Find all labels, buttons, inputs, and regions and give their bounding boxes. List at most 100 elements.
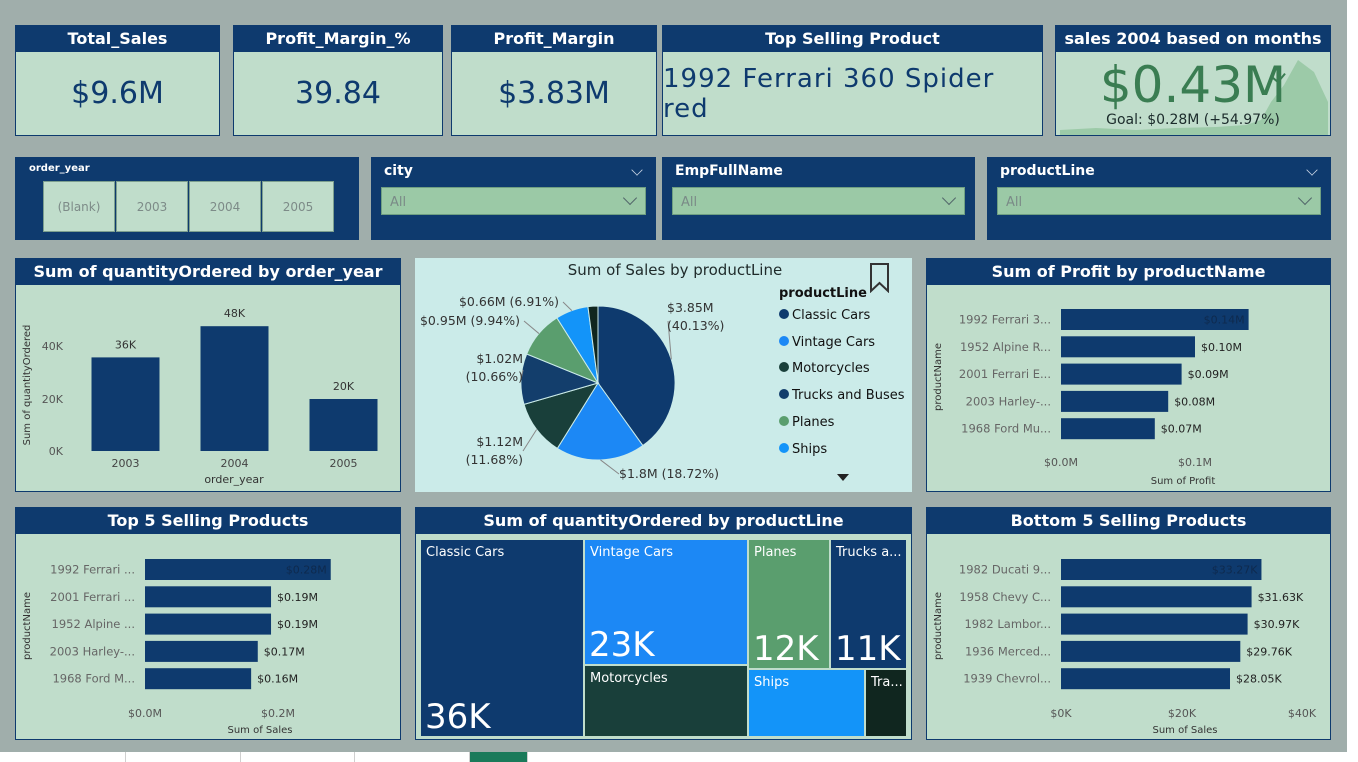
data-label: $0.09M: [1188, 368, 1229, 381]
leader-line: [667, 320, 672, 360]
tile-label: Tra...: [871, 675, 903, 690]
chart-title: Sum of quantityOrdered by productLine: [416, 508, 911, 534]
tile-value: 36K: [425, 697, 491, 736]
legend-item[interactable]: Classic Cars: [779, 308, 870, 323]
kpi-value: $3.83M: [498, 76, 610, 111]
bar: [1061, 336, 1195, 358]
data-label: $0.07M: [1161, 423, 1202, 436]
chart-bottom5-products[interactable]: Bottom 5 Selling Products productName $0…: [926, 507, 1331, 740]
kpi-title: Profit_Margin: [452, 26, 656, 52]
data-label: $30.97K: [1254, 618, 1300, 631]
chart-top5-products[interactable]: Top 5 Selling Products productName $0.0M…: [15, 507, 401, 740]
bar: [145, 640, 258, 662]
kpi-title: sales 2004 based on months: [1056, 26, 1330, 52]
legend-label: Planes: [792, 414, 835, 430]
page-tab-active[interactable]: [470, 752, 528, 762]
pie-slice: [556, 382, 644, 461]
data-label: $0.19M: [277, 618, 318, 631]
pie-label: $0.95M (9.94%): [420, 313, 520, 328]
kpi-top-selling-product[interactable]: Top Selling Product 1992 Ferrari 360 Spi…: [662, 25, 1043, 136]
x-tick: $0.2M: [261, 707, 295, 720]
year-option-2005[interactable]: 2005: [262, 181, 334, 232]
treemap-tile[interactable]: Motorcycles: [585, 666, 747, 736]
pie-label: $1.8M (18.72%): [619, 466, 719, 481]
chart-profit-by-product[interactable]: Sum of Profit by productName productName…: [926, 258, 1331, 492]
x-tick: $0K: [1050, 707, 1072, 720]
bottom5-bar-chart: productName $0K $20K $40K Sum of Sales 1…: [933, 559, 1317, 736]
pie-label: (40.13%): [667, 318, 724, 333]
y-tick: 40K: [42, 340, 64, 353]
x-tick: 2003: [112, 457, 140, 470]
legend-swatch: [779, 335, 789, 346]
treemap-tile[interactable]: Classic Cars 36K: [421, 540, 583, 736]
bar: [145, 586, 272, 608]
year-option-2004[interactable]: 2004: [189, 181, 261, 232]
bookmark-icon[interactable]: [869, 263, 891, 293]
tile-label: Vintage Cars: [590, 545, 674, 560]
data-label: $0.19M: [277, 591, 318, 604]
y-axis-label: Sum of quantityOrdered: [22, 325, 33, 446]
treemap-tile[interactable]: Ships: [749, 670, 864, 736]
slicer-title: EmpFullName: [675, 163, 783, 179]
tile-label: Planes: [754, 545, 797, 560]
kpi-total-sales[interactable]: Total_Sales $9.6M: [15, 25, 220, 136]
bar: [1061, 640, 1241, 662]
legend-swatch: [779, 362, 789, 373]
category-label: 1982 Ducati 9...: [959, 563, 1051, 577]
category-label: 1952 Alpine R...: [960, 340, 1051, 354]
legend-item[interactable]: Ships: [779, 442, 827, 457]
kpi-sales-2004[interactable]: sales 2004 based on months $0.43M Goal: …: [1055, 25, 1331, 136]
treemap-tile[interactable]: Trucks a... 11K: [831, 540, 906, 668]
x-tick: $0.1M: [1178, 456, 1212, 469]
legend-label: Vintage Cars: [792, 334, 876, 350]
treemap-tile[interactable]: Vintage Cars 23K: [585, 540, 747, 664]
legend-item[interactable]: Trucks and Buses: [779, 388, 905, 403]
data-label: $0.16M: [257, 673, 298, 686]
treemap-tile[interactable]: Tra...: [866, 670, 906, 736]
legend-item[interactable]: Motorcycles: [779, 361, 870, 376]
slicer-city: city All: [371, 157, 656, 240]
slicer-employee: EmpFullName All: [662, 157, 975, 240]
data-label: 20K: [333, 380, 355, 393]
chevron-down-icon: [622, 190, 638, 206]
product-line-dropdown[interactable]: All: [997, 187, 1321, 215]
city-dropdown[interactable]: All: [381, 187, 646, 215]
data-label: $33.27K: [1212, 564, 1258, 577]
legend-item[interactable]: Vintage Cars: [779, 335, 875, 350]
year-option-2003[interactable]: 2003: [116, 181, 188, 232]
page-tab[interactable]: [126, 752, 241, 762]
page-tab[interactable]: [241, 752, 355, 762]
pie-label: (10.66%): [466, 369, 523, 384]
slicer-order-year: order_year (Blank) 2003 2004 2005: [15, 157, 359, 240]
bar: [145, 668, 252, 690]
kpi-title: Total_Sales: [16, 26, 219, 52]
legend-label: Classic Cars: [792, 308, 871, 323]
category-label: 1982 Lambor...: [964, 617, 1051, 631]
year-option-blank[interactable]: (Blank): [43, 181, 115, 232]
bar: [1061, 668, 1231, 690]
category-label: 1936 Merced...: [965, 644, 1051, 658]
chart-title: Sum of quantityOrdered by order_year: [16, 259, 400, 285]
data-label: $31.63K: [1258, 591, 1304, 604]
kpi-profit-margin-pct[interactable]: Profit_Margin_% 39.84: [233, 25, 443, 136]
dropdown-value: All: [390, 195, 407, 210]
kpi-title: Profit_Margin_%: [234, 26, 442, 52]
legend-item[interactable]: Planes: [779, 415, 834, 430]
chart-treemap-qty-by-line[interactable]: Sum of quantityOrdered by productLine Cl…: [415, 507, 912, 740]
page-tab[interactable]: [10, 752, 126, 762]
pie-label: $1.02M: [476, 351, 523, 366]
category-label: 2001 Ferrari ...: [50, 590, 135, 604]
kpi-profit-margin[interactable]: Profit_Margin $3.83M: [451, 25, 657, 136]
chevron-down-icon[interactable]: [1306, 164, 1318, 176]
chart-sales-by-line[interactable]: Sum of Sales by productLine $3.85M (40.13…: [415, 258, 912, 492]
page-tab[interactable]: [355, 752, 470, 762]
dropdown-value: All: [681, 195, 698, 210]
chart-qty-by-year[interactable]: Sum of quantityOrdered by order_year Sum…: [15, 258, 401, 492]
tile-label: Classic Cars: [426, 545, 505, 560]
scroll-down-icon[interactable]: [836, 472, 850, 482]
tile-value: 12K: [753, 629, 819, 668]
chevron-down-icon[interactable]: [631, 164, 643, 176]
treemap-tile[interactable]: Planes 12K: [749, 540, 829, 668]
employee-dropdown[interactable]: All: [672, 187, 965, 215]
qty-bar-chart: Sum of quantityOrdered 40K 20K 0K order_…: [22, 307, 378, 486]
